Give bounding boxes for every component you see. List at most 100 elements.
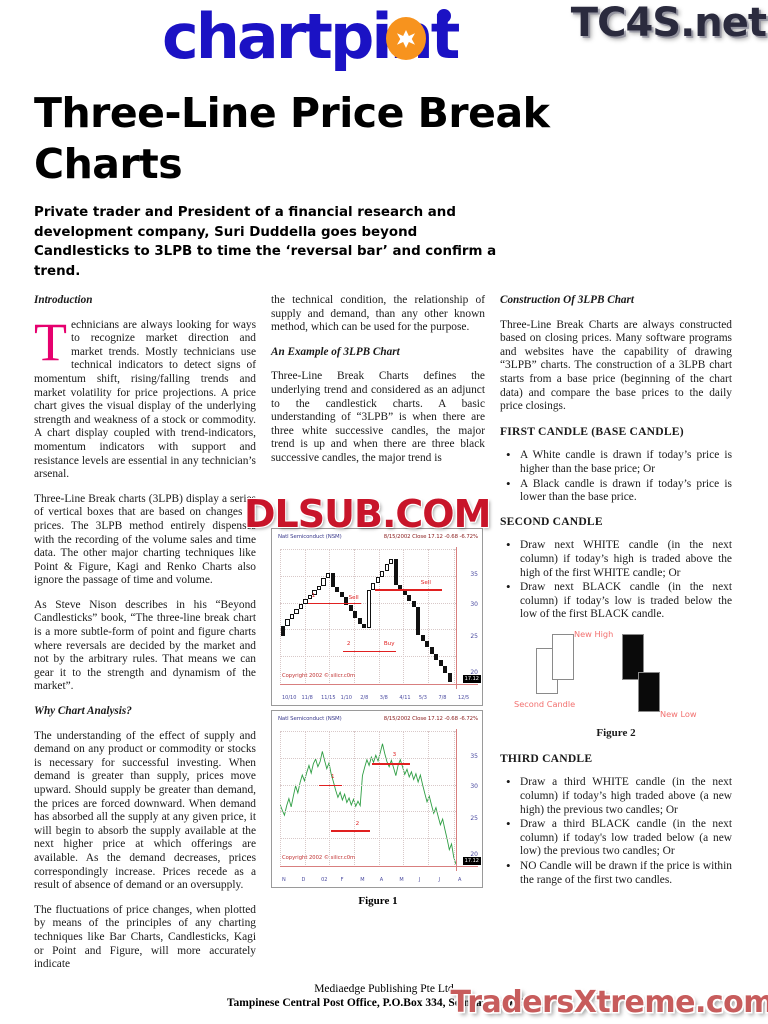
chart1-candle	[316, 586, 322, 591]
chart2-xtick: M	[360, 877, 365, 883]
chart2-xtick: D	[301, 877, 306, 883]
subhead-example-3lpb: An Example of 3LPB Chart	[271, 345, 400, 358]
chart1-xtick: 3/8	[379, 695, 388, 701]
chart1-candle	[307, 594, 313, 600]
chart1-ytick-20: 20	[470, 669, 478, 676]
chart1-candle	[393, 559, 398, 585]
chart2-title: Natl Semiconduct (NSM)	[278, 716, 342, 722]
subhead-construction: Construction Of 3LPB Chart	[500, 294, 634, 306]
chart2-header: Natl Semiconduct (NSM) 8/15/2002 Close 1…	[278, 716, 478, 726]
chart1-buy-line	[343, 650, 397, 653]
chart1-header: Natl Semiconduct (NSM) 8/15/2002 Close 1…	[278, 534, 478, 544]
chart1-candle	[353, 610, 358, 618]
fig2-label-second-candle: Second Candle	[514, 698, 576, 709]
chart2-level-line-1	[318, 784, 342, 786]
chart2-level-line-3	[371, 763, 411, 765]
figure-1-caption: Figure 1	[358, 895, 398, 907]
watermark-tc4s: TC4S.net	[570, 0, 767, 46]
figure-2-diagram: New High Second Candle New Low Figure 2	[500, 629, 732, 740]
chart1-candle	[389, 559, 394, 565]
list-item: Draw a third BLACK candle (in the next c…	[506, 817, 732, 859]
chart-daily-price[interactable]: Natl Semiconduct (NSM) 8/15/2002 Close 1…	[271, 710, 483, 888]
chart1-sell-label-1: Sell	[348, 594, 359, 601]
chart2-level-label-3: 3	[392, 752, 397, 759]
chart1-candle	[285, 619, 290, 627]
list-item: Draw next BLACK candle (in the next colu…	[506, 580, 732, 622]
heading-first-candle: FIRST CANDLE (BASE CANDLE)	[500, 424, 684, 438]
chart1-ytick-35: 35	[470, 571, 478, 578]
chart1-buy-label: Buy	[383, 641, 395, 648]
chart2-xtick: 02	[321, 877, 328, 883]
chart1-candle	[420, 634, 425, 641]
chart1-x-axis	[280, 684, 478, 685]
watermark-dlsub: DLSUB.COM	[243, 491, 492, 537]
chart2-line-series	[280, 731, 456, 865]
chart2-x-axis	[280, 866, 478, 867]
chart2-ytick-35: 35	[470, 753, 478, 760]
chart1-sell-line-2	[375, 589, 442, 591]
chart1-xtick: 11/15	[321, 695, 336, 701]
chart1-candle	[330, 572, 335, 587]
watermark-tradersxtreme: TradersXtreme.com	[450, 985, 768, 1020]
chart2-xtick: F	[340, 877, 344, 883]
chart2-plot-area: 1 2 3	[280, 731, 456, 865]
footer-line-1: Mediaedge Publishing Pte Ltd	[314, 983, 454, 995]
star-burst-icon	[386, 17, 426, 60]
heading-second-candle: SECOND CANDLE	[500, 514, 603, 528]
paragraph-fluctuations: The fluctuations of price changes, when …	[34, 903, 256, 971]
chart1-ytick-30: 30	[470, 601, 478, 608]
subhead-why-chart-analysis: Why Chart Analysis?	[34, 705, 132, 718]
chart1-candle	[321, 578, 326, 586]
chart1-xtick: 5/3	[418, 695, 427, 701]
chart2-ytick-20: 20	[470, 851, 478, 858]
chart1-candle	[339, 592, 344, 598]
chart2-level-label-1: 1	[331, 773, 335, 780]
chart1-candle	[294, 608, 299, 615]
chart1-candle	[443, 666, 448, 673]
chart2-level-label-2: 2	[355, 820, 360, 827]
list-item: A White candle is drawn if today’s price…	[506, 448, 732, 476]
paragraph-supply-demand: The understanding of the effect of suppl…	[34, 729, 256, 892]
chart2-ytick-25: 25	[470, 815, 478, 822]
logo-text-part1: chartp	[162, 0, 374, 73]
chart2-xtick: M	[399, 877, 404, 883]
chart2-xtick: A	[379, 877, 384, 883]
paragraph-3lpb-definition: Three-Line Break Charts defines the unde…	[271, 370, 485, 464]
chart1-candle	[384, 564, 389, 571]
fig2-white-candle-second	[552, 633, 574, 680]
chart1-candle	[326, 572, 331, 579]
chart1-sell-label-2: Sell	[420, 579, 431, 586]
chart1-xtick: 12/5	[458, 695, 470, 701]
masthead: chartp int	[0, 0, 768, 78]
list-item: A Black candle is drawn if today’s price…	[506, 477, 732, 505]
chart1-y-axis	[456, 547, 457, 689]
chart1-candle	[416, 607, 421, 635]
list-third-candle: Draw a third WHITE candle (in the next c…	[500, 775, 732, 887]
figure-2-caption: Figure 2	[596, 726, 636, 739]
list-item: NO Candle will be drawn if the price is …	[506, 859, 732, 887]
article-column-2: the technical condition, the relationshi…	[271, 294, 485, 477]
chart2-quote: 8/15/2002 Close 17.12 -0.68 -6.72%	[383, 716, 478, 722]
chart2-xtick: J	[438, 877, 440, 883]
list-first-candle: A White candle is drawn if today’s price…	[500, 448, 732, 505]
page-footer: Mediaedge Publishing Pte Ltd Tampinese C…	[0, 982, 768, 1010]
chart1-candle	[402, 589, 407, 595]
fig2-black-candle-first	[622, 633, 644, 680]
chart1-candle	[429, 647, 434, 654]
chart1-ytick-25: 25	[470, 633, 478, 640]
chart1-candle	[280, 626, 286, 636]
chart1-candle	[289, 614, 295, 620]
chart2-level-line-2	[331, 830, 370, 832]
chart1-candle	[344, 597, 349, 605]
chart1-candle	[335, 586, 340, 593]
chart1-candle	[375, 577, 380, 584]
chart1-candle	[407, 594, 412, 601]
chart-three-line-break[interactable]: Natl Semiconduct (NSM) 8/15/2002 Close 1…	[271, 528, 483, 706]
article-column-3: Construction Of 3LPB Chart Three-Line Br…	[500, 294, 732, 897]
list-second-candle: Draw next WHITE candle (in the next colu…	[500, 538, 732, 622]
fig2-label-new-low: New Low	[660, 708, 697, 719]
drop-cap: T	[34, 311, 67, 372]
chart1-copyright: Copyright 2002 © silicr.c0m	[282, 673, 356, 679]
subhead-introduction: Introduction	[34, 294, 93, 306]
chart1-candle	[366, 590, 371, 629]
